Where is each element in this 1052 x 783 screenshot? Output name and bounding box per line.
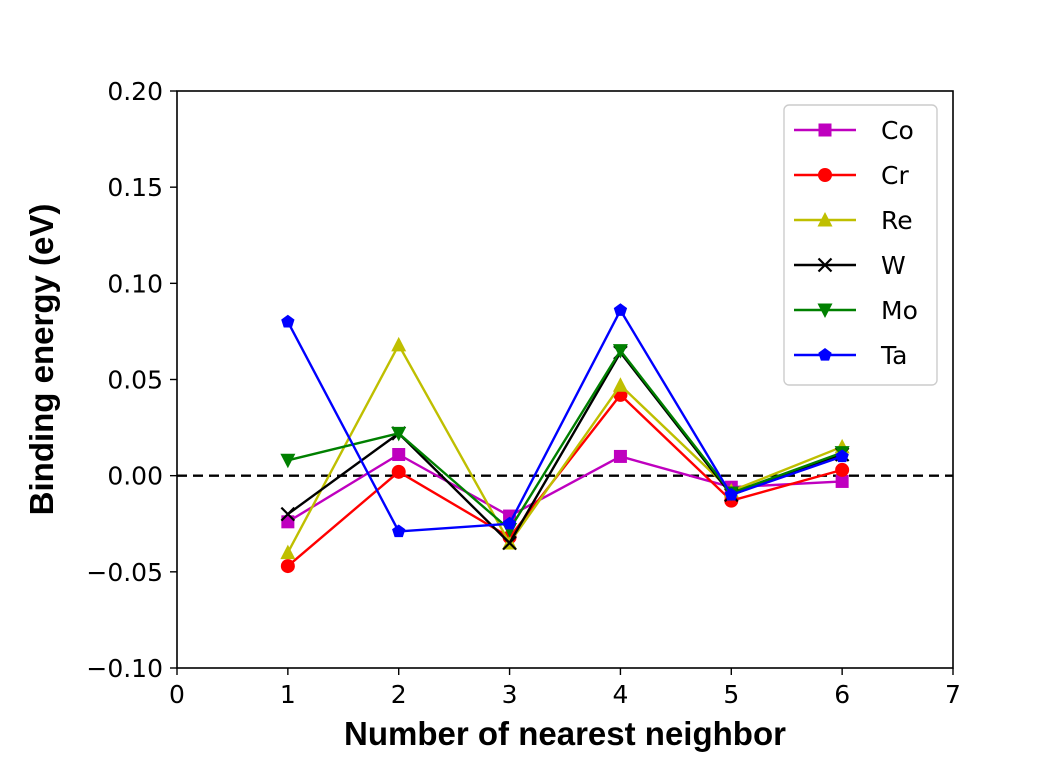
legend-item-mo: Mo xyxy=(794,296,918,325)
series-line-mo xyxy=(287,349,843,531)
data-point-co xyxy=(392,448,406,462)
series-layer xyxy=(280,303,850,574)
data-point-cr xyxy=(835,462,850,477)
data-point-co xyxy=(613,449,627,463)
legend-marker-co xyxy=(818,123,832,137)
series-line-w xyxy=(287,351,843,545)
legend-marker-re xyxy=(817,212,833,227)
x-tick-label: 7 xyxy=(945,680,961,709)
y-tick-label: 0.15 xyxy=(107,173,163,202)
data-point-co xyxy=(835,474,849,488)
data-point-ta xyxy=(502,516,517,530)
legend-box xyxy=(783,104,938,386)
ticks-layer: 0 1 2 3 4 5 6 7 −0.10 −0.05 0.00 0.05 0.10 0.15 0.20 xyxy=(86,77,961,709)
legend-item-ta: Ta xyxy=(794,341,907,370)
data-point-mo xyxy=(280,453,296,469)
legend-item-w: W xyxy=(794,251,906,280)
data-point-cr xyxy=(280,559,295,574)
data-point-ta xyxy=(281,314,295,328)
y-tick-label: 0.20 xyxy=(107,77,163,106)
y-tick-label: 0.00 xyxy=(107,462,163,491)
data-point-ta xyxy=(724,487,738,501)
data-point-ta xyxy=(835,449,849,463)
legend-item-cr: Cr xyxy=(794,161,909,190)
legend-label-mo: Mo xyxy=(881,296,918,325)
x-tick-label: 6 xyxy=(834,680,850,709)
y-tick-label: −0.10 xyxy=(86,654,163,683)
x-tick-label: 2 xyxy=(391,680,407,709)
legend-marker-cr xyxy=(818,168,832,182)
data-point-re xyxy=(280,544,296,560)
series-line-re xyxy=(286,343,843,554)
y-tick-label: 0.05 xyxy=(107,366,163,395)
y-tick-label: −0.05 xyxy=(86,558,163,587)
data-point-ta xyxy=(392,524,406,538)
x-tick-label: 0 xyxy=(169,680,185,709)
legend-label-co: Co xyxy=(881,116,914,145)
legend-label-cr: Cr xyxy=(881,161,909,190)
legend-marker-ta xyxy=(818,348,832,361)
series-ta xyxy=(281,303,849,538)
data-point-cr xyxy=(391,464,406,479)
series-w xyxy=(280,345,850,551)
series-line-ta xyxy=(286,309,843,533)
x-tick-label: 4 xyxy=(612,680,628,709)
data-point-re xyxy=(391,336,407,352)
data-point-mo xyxy=(612,344,628,359)
legend: Co Cr Re W Mo Ta xyxy=(783,104,938,386)
series-mo xyxy=(280,344,850,538)
legend-item-co: Co xyxy=(794,116,914,145)
data-point-re xyxy=(612,377,628,392)
y-axis-label: Binding energy (eV) xyxy=(23,204,60,516)
legend-label-w: W xyxy=(881,251,906,280)
series-co xyxy=(281,448,849,529)
data-point-w xyxy=(502,535,517,551)
legend-marker-mo xyxy=(817,303,833,318)
legend-marker-w xyxy=(817,257,833,273)
x-tick-label: 1 xyxy=(280,680,296,709)
data-point-w xyxy=(280,506,296,522)
legend-label-re: Re xyxy=(881,206,913,235)
y-tick-label: 0.10 xyxy=(107,269,163,298)
legend-label-ta: Ta xyxy=(880,341,907,370)
data-point-mo xyxy=(391,426,407,442)
legend-item-re: Re xyxy=(794,206,913,235)
data-point-ta xyxy=(613,303,628,316)
x-tick-label: 3 xyxy=(502,680,518,709)
x-tick-label: 5 xyxy=(723,680,739,709)
x-axis-label: Number of nearest neighbor xyxy=(344,715,786,752)
